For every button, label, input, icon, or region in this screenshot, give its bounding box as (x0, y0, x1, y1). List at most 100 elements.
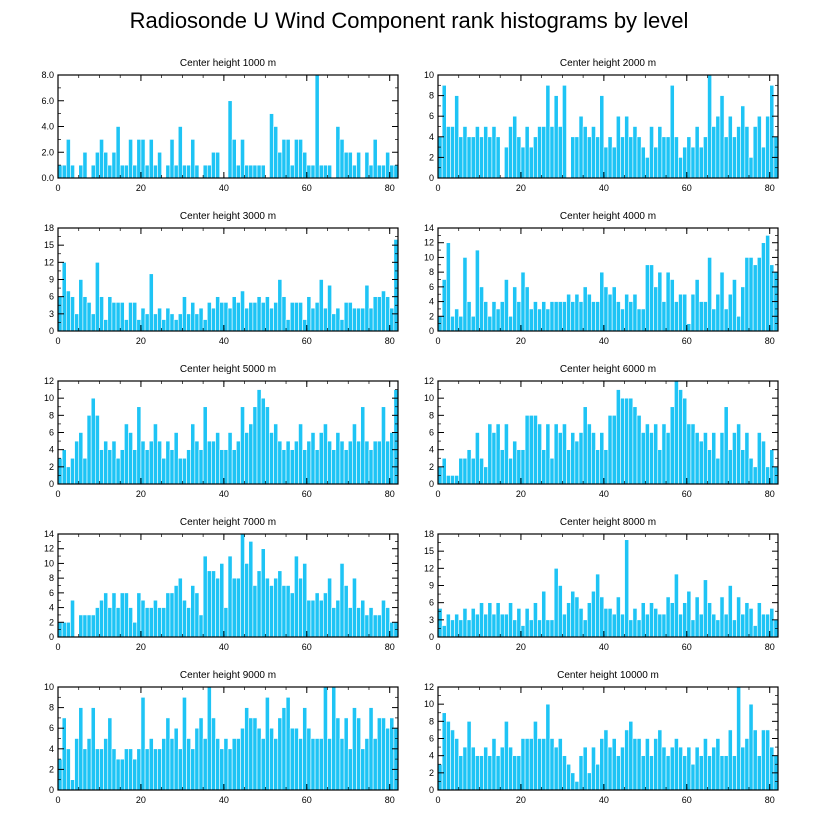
histogram-bar (570, 301, 576, 332)
y-tick-label: 3 (49, 309, 54, 319)
histogram-bar (173, 164, 179, 179)
y-tick-label: 12 (424, 238, 434, 248)
histogram-bar (752, 729, 758, 791)
histogram-bar (186, 607, 191, 638)
x-tick-label: 40 (599, 489, 609, 499)
histogram-bar (665, 755, 671, 791)
histogram-bar (752, 466, 758, 485)
histogram-bar (314, 302, 320, 332)
histogram-bar (508, 602, 513, 638)
histogram-bar (260, 548, 266, 638)
histogram-bar (368, 164, 374, 179)
histogram-bar (620, 136, 625, 179)
histogram-bar (537, 126, 542, 179)
histogram-bar (173, 319, 179, 332)
histogram-bar (235, 577, 241, 638)
histogram-bar (703, 738, 708, 791)
histogram-bar (65, 139, 71, 179)
histogram-bar (495, 423, 501, 485)
histogram-bar (756, 602, 762, 638)
histogram-bar (132, 302, 138, 332)
histogram-bar (289, 449, 295, 485)
x-tick-label: 80 (765, 336, 775, 346)
histogram-bar (524, 608, 530, 638)
histogram-bar (343, 717, 349, 791)
histogram-bar (99, 296, 104, 332)
histogram-bar (694, 746, 700, 791)
histogram-bar (157, 440, 162, 485)
histogram-bar (711, 126, 717, 179)
histogram-bar (495, 308, 501, 332)
histogram-bar (277, 570, 283, 638)
histogram-bar (628, 301, 634, 332)
histogram-bar (389, 717, 395, 791)
histogram-bar (211, 717, 216, 791)
histogram-bar (78, 432, 84, 485)
histogram-bar (690, 423, 696, 485)
y-tick-label: 6 (429, 428, 434, 438)
histogram-bar (744, 602, 750, 638)
histogram-bar (206, 440, 212, 485)
histogram-bar (289, 164, 295, 179)
histogram-bar (678, 293, 683, 332)
histogram-bar (595, 449, 601, 485)
histogram-bar (508, 457, 513, 485)
histogram-bar (335, 126, 341, 179)
histogram-bar (277, 440, 283, 485)
histogram-bar (570, 432, 576, 485)
x-tick-label: 60 (682, 795, 692, 805)
y-tick-label: 6 (429, 598, 434, 608)
histogram-bar (90, 313, 96, 332)
histogram-bar (475, 432, 480, 485)
histogram-bar (752, 625, 758, 638)
histogram-bar (240, 139, 245, 179)
histogram-bar (223, 738, 229, 791)
histogram-bar (90, 614, 96, 638)
histogram-bar (541, 590, 547, 638)
histogram-bar (499, 746, 505, 791)
histogram-bar (624, 397, 630, 485)
histogram-bar (314, 738, 320, 791)
histogram-bar (182, 164, 187, 179)
histogram-bar (70, 779, 75, 791)
histogram-bar (512, 115, 518, 179)
histogram-bar (636, 136, 642, 179)
histogram-bar (240, 290, 245, 332)
histogram-bar (508, 315, 513, 332)
histogram-bar (603, 146, 609, 179)
histogram-bar (450, 619, 455, 638)
histogram-bar (331, 607, 337, 638)
histogram-bar (703, 136, 708, 179)
histogram-bar (462, 126, 468, 179)
panel-title: Center height 8000 m (560, 517, 656, 528)
histogram-bar (381, 717, 386, 791)
histogram-bar (761, 440, 766, 485)
histogram-bar (244, 707, 250, 791)
histogram-bar (736, 686, 741, 791)
histogram-bar (454, 308, 460, 332)
histogram-bar (595, 763, 601, 791)
histogram-bar (603, 449, 609, 485)
x-tick-label: 60 (302, 795, 312, 805)
histogram-bar (765, 115, 771, 179)
histogram-bar (504, 279, 509, 332)
histogram-bar (533, 721, 538, 791)
histogram-bar (690, 619, 696, 638)
histogram-bar (107, 164, 113, 179)
histogram-chart: Center height 3000 m 0 20 40 60 80 0 3 6 9 12 15 18 (44, 211, 399, 346)
histogram-chart: Center height 10000 m 0 20 40 60 80 0 2 4 6 8 10 12 (424, 670, 779, 805)
histogram-bar (615, 596, 621, 638)
histogram-bar (640, 602, 646, 638)
y-tick-label: 8 (49, 703, 54, 713)
y-tick-label: 4 (49, 603, 54, 613)
histogram-bar (248, 302, 254, 332)
histogram-bar (723, 136, 729, 179)
histogram-bar (244, 432, 250, 485)
histogram-bar (115, 758, 121, 791)
histogram-bar (698, 146, 704, 179)
histogram-bar (277, 279, 283, 332)
y-tick-label: 2 (49, 617, 54, 627)
histogram-bar (273, 126, 279, 179)
histogram-bar (381, 290, 386, 332)
histogram-bar (128, 432, 133, 485)
